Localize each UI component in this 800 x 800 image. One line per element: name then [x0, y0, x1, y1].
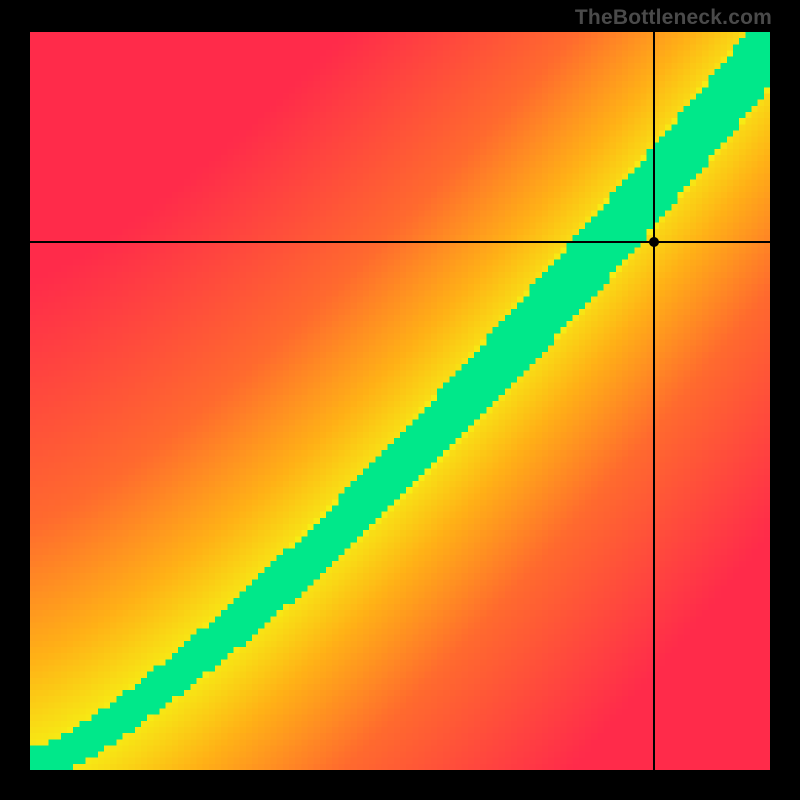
watermark-text: TheBottleneck.com — [575, 6, 772, 30]
crosshair-vertical — [653, 32, 655, 770]
crosshair-horizontal — [30, 241, 770, 243]
bottleneck-heatmap — [30, 32, 770, 770]
chart-container: { "watermark": { "text": "TheBottleneck.… — [0, 0, 800, 800]
